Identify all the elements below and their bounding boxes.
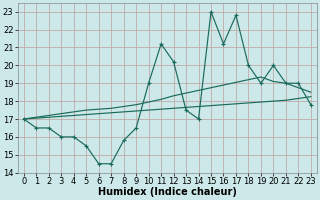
X-axis label: Humidex (Indice chaleur): Humidex (Indice chaleur): [98, 187, 237, 197]
